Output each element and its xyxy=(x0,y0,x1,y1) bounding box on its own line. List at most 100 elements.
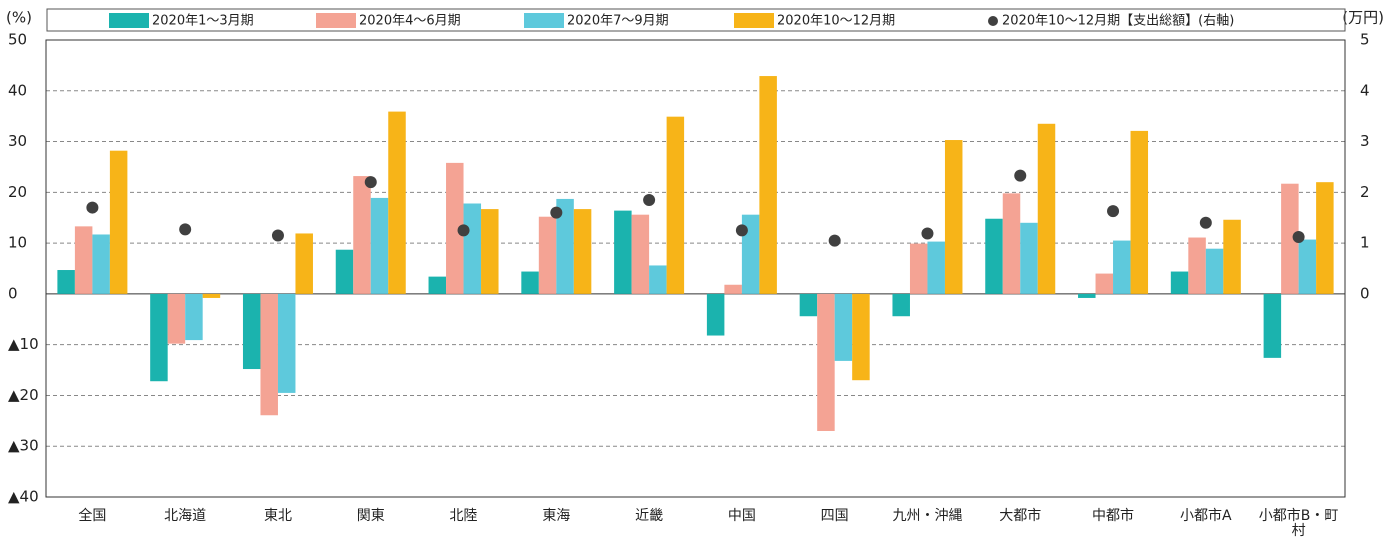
bar xyxy=(260,293,278,416)
x-tick-label: 北海道 xyxy=(164,508,207,524)
x-tick-label: 北陸 xyxy=(449,508,478,524)
bar xyxy=(1113,240,1131,294)
bar xyxy=(481,209,499,294)
bar xyxy=(1188,237,1206,294)
x-tick-label: 小都市B・町村 xyxy=(1258,508,1339,537)
bar xyxy=(944,140,963,294)
bar xyxy=(1020,222,1038,294)
bar xyxy=(57,270,75,294)
y2-axis-label: (万円) xyxy=(1342,9,1384,27)
y2-tick-label: 2 xyxy=(1360,183,1370,201)
bar xyxy=(1002,193,1021,294)
bar xyxy=(167,293,186,344)
bar xyxy=(1095,273,1114,294)
y2-tick-label: 4 xyxy=(1360,81,1370,99)
x-tick-label: 近畿 xyxy=(635,508,664,524)
bar xyxy=(649,265,667,294)
bar xyxy=(892,293,910,317)
bar xyxy=(150,293,168,382)
bar xyxy=(852,293,870,381)
point xyxy=(735,224,748,237)
x-tick-label: 中国 xyxy=(727,508,756,524)
bar xyxy=(666,116,685,294)
y-tick-label: 10 xyxy=(8,234,27,252)
bar xyxy=(817,293,835,431)
bar xyxy=(1316,182,1334,294)
bar xyxy=(202,293,221,298)
x-tick-label: 小都市A xyxy=(1180,508,1232,524)
point xyxy=(271,229,284,242)
bar xyxy=(1205,248,1224,294)
y2-tick-label: 1 xyxy=(1360,234,1370,252)
y-tick-label: 0 xyxy=(8,284,18,302)
bar xyxy=(538,216,557,294)
legend-label: 2020年1～3月期 xyxy=(152,14,254,29)
y-tick-label: 50 xyxy=(8,31,27,49)
x-tick-label: 全国 xyxy=(78,508,107,524)
point xyxy=(364,176,377,189)
bar xyxy=(353,176,371,294)
bar xyxy=(1170,271,1189,294)
legend-marker xyxy=(988,16,998,26)
y-tick-label: ▲20 xyxy=(8,386,39,404)
bar xyxy=(1281,183,1299,294)
bar xyxy=(1263,293,1282,358)
bar xyxy=(1223,219,1241,294)
legend-swatch xyxy=(109,13,149,28)
legend-swatch xyxy=(524,13,564,28)
bar xyxy=(724,284,742,294)
bar xyxy=(370,197,389,294)
y-tick-label: ▲10 xyxy=(8,335,39,353)
bar xyxy=(428,276,447,294)
legend-label: 2020年10～12月期 xyxy=(777,14,895,29)
bar xyxy=(388,111,406,294)
x-tick-label: 中都市 xyxy=(1092,508,1135,524)
legend-label: 2020年4～6月期 xyxy=(359,14,461,29)
bar xyxy=(573,209,592,294)
point xyxy=(1014,169,1027,182)
y2-tick-label: 5 xyxy=(1360,31,1370,49)
y-tick-label: 30 xyxy=(8,132,27,150)
point xyxy=(921,227,934,240)
bar xyxy=(242,293,261,370)
bar xyxy=(985,218,1003,294)
bar xyxy=(446,162,464,294)
legend-swatch xyxy=(734,13,774,28)
y2-tick-label: 3 xyxy=(1360,132,1370,150)
legend-swatch xyxy=(316,13,356,28)
y-tick-label: 20 xyxy=(8,183,27,201)
bar xyxy=(834,293,853,361)
x-tick-label: 九州・沖縄 xyxy=(892,508,963,524)
point xyxy=(86,201,99,214)
bar xyxy=(1078,293,1096,298)
point xyxy=(1107,205,1120,218)
bar xyxy=(277,293,296,393)
legend-box xyxy=(46,8,1346,32)
bar xyxy=(335,249,354,294)
bar xyxy=(295,233,313,294)
point xyxy=(457,224,470,237)
legend-label: 2020年7～9月期 xyxy=(567,14,669,29)
bar xyxy=(614,210,632,294)
y-tick-label: ▲40 xyxy=(8,488,39,506)
bar xyxy=(521,271,539,294)
point xyxy=(550,206,563,219)
y-tick-label: 40 xyxy=(8,81,27,99)
bar xyxy=(463,203,482,294)
point xyxy=(828,234,841,247)
y-axis-label: (%) xyxy=(6,9,32,27)
x-tick-label: 四国 xyxy=(820,508,849,524)
bar xyxy=(1037,123,1056,294)
bar xyxy=(927,241,945,294)
point xyxy=(1199,216,1212,229)
x-tick-label: 大都市 xyxy=(999,508,1042,524)
legend-label: 2020年10～12月期【支出総額】(右軸) xyxy=(1002,14,1234,29)
plot-frame xyxy=(45,39,1346,498)
bar xyxy=(706,293,725,336)
bar xyxy=(109,150,128,294)
bar xyxy=(74,226,93,294)
y2-tick-label: 0 xyxy=(1360,284,1370,302)
bar xyxy=(92,234,110,294)
x-tick-label: 東北 xyxy=(263,508,292,524)
